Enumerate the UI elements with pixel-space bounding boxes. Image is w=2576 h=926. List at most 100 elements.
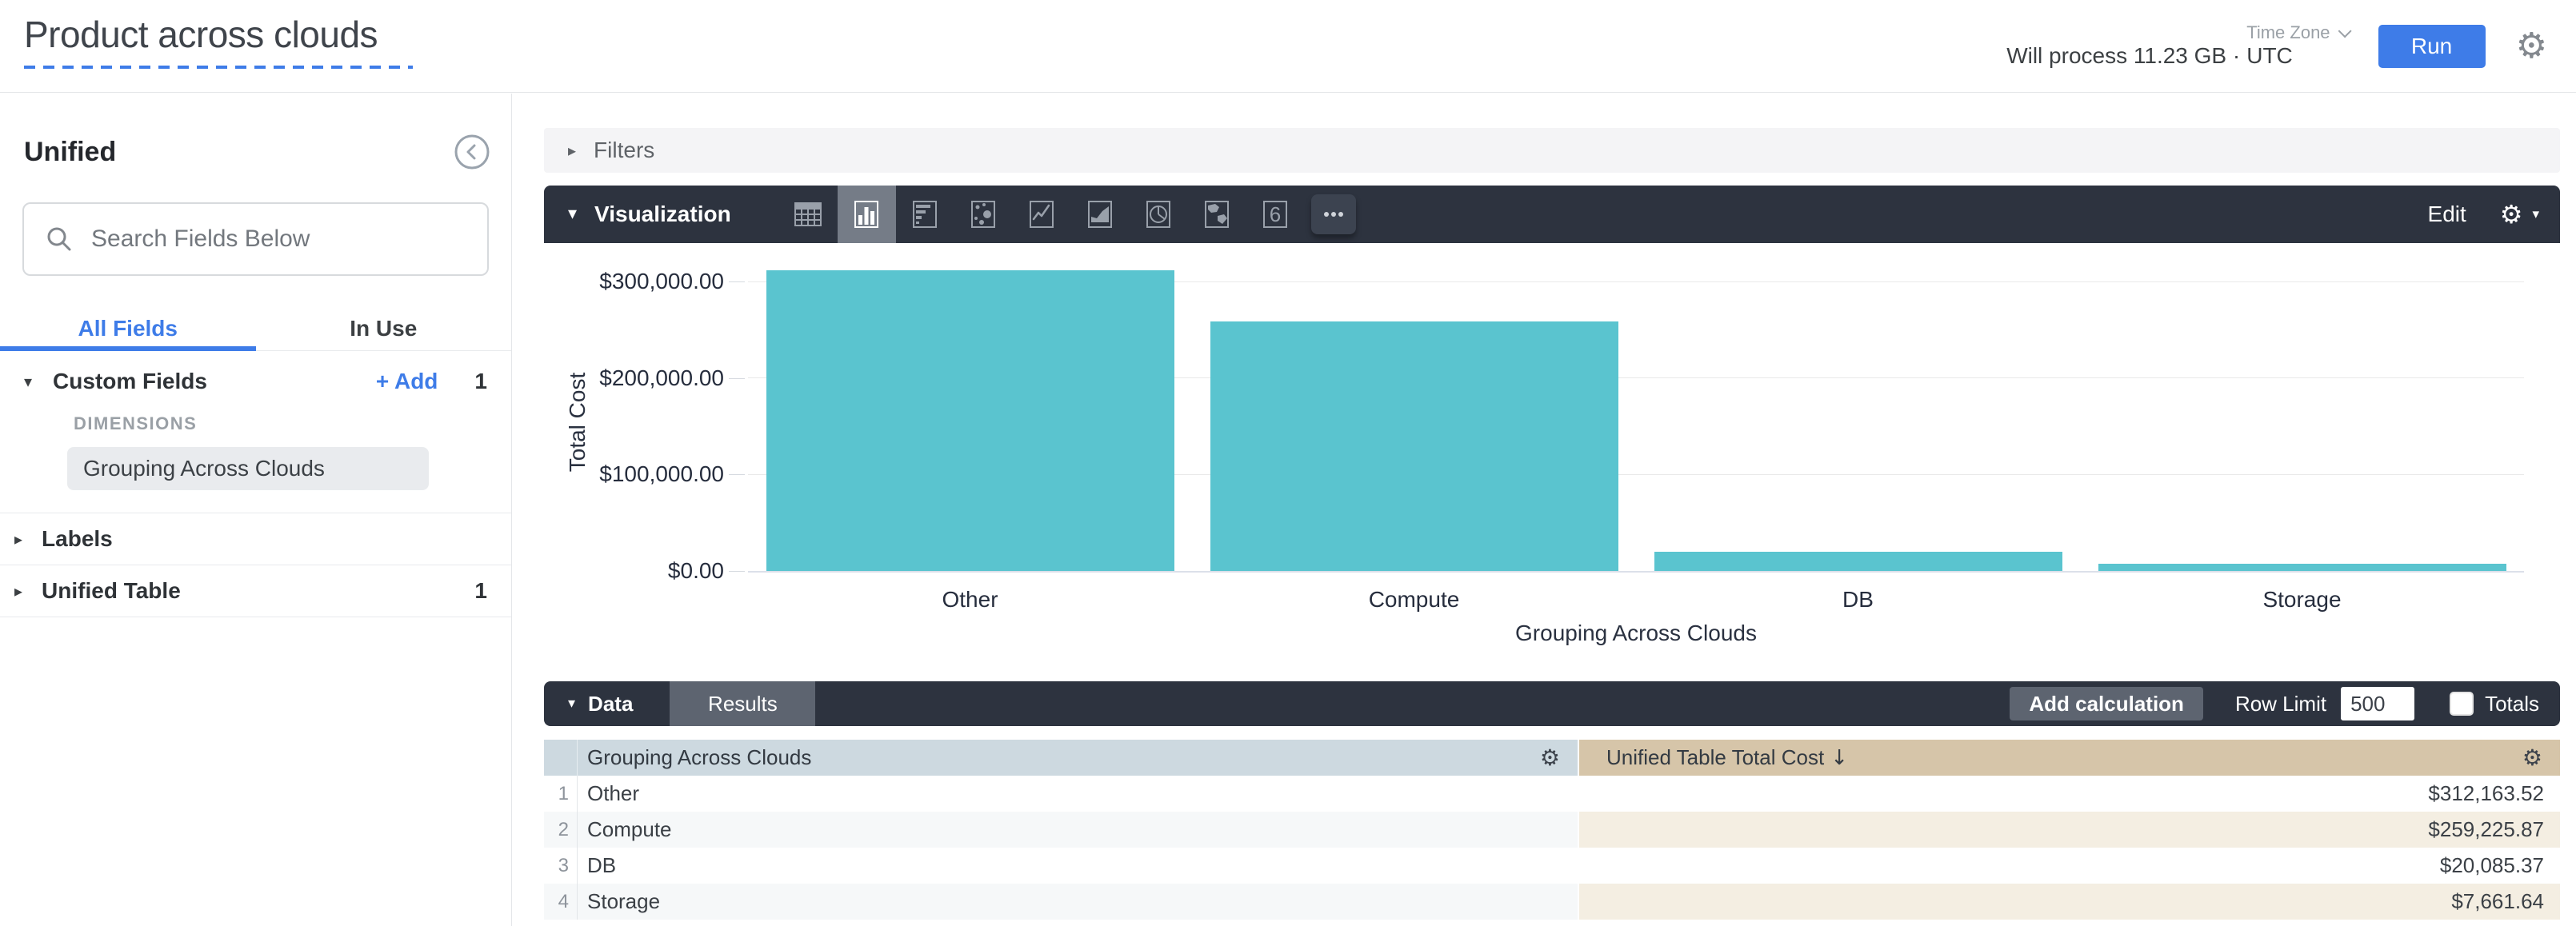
y-tick-mark	[729, 474, 745, 476]
field-search-box	[22, 202, 489, 276]
bar-storage[interactable]	[2098, 563, 2506, 571]
run-button[interactable]: Run	[2378, 25, 2486, 68]
cell-dimension[interactable]: Storage	[587, 889, 661, 913]
y-tick-mark	[729, 377, 745, 379]
active-tab-indicator	[0, 346, 256, 351]
row-limit-input[interactable]	[2341, 687, 2415, 720]
dimension-column-gear-icon[interactable]: ⚙	[1539, 744, 1560, 771]
field-search-input[interactable]	[91, 226, 466, 253]
caret-down-icon: ▾	[24, 372, 33, 391]
gridline	[748, 473, 2524, 475]
tab-results[interactable]: Results	[670, 681, 816, 726]
table-row: 1 Other $312,163.52	[544, 776, 2560, 812]
row-number: 4	[544, 884, 578, 920]
y-tick-mark	[729, 571, 745, 572]
visualization-toolbar: ▾ Visualization 6 Edit ⚙ ▾	[544, 186, 2560, 243]
viz-settings-gear-icon[interactable]: ⚙	[2499, 199, 2523, 230]
viz-type-column-chart-icon[interactable]	[837, 186, 896, 243]
row-number: 2	[544, 812, 578, 848]
labels-section-header[interactable]: ▸ Labels	[0, 513, 511, 565]
add-calculation-button[interactable]: Add calculation	[2010, 687, 2203, 720]
data-section-toggle[interactable]: ▾ Data	[544, 681, 670, 726]
table-row: 2 Compute $259,225.87	[544, 812, 2560, 848]
visualization-label: Visualization	[594, 202, 731, 226]
cell-measure[interactable]: $20,085.37	[1578, 848, 2560, 884]
totals-checkbox[interactable]	[2450, 692, 2474, 716]
collapse-panel-button[interactable]	[454, 134, 490, 170]
query-settings-gear-icon[interactable]: ⚙	[2515, 26, 2547, 66]
page-title: Product across clouds	[24, 14, 378, 55]
results-table-header: Grouping Across Clouds ⚙ Unified Table T…	[544, 740, 2560, 776]
column-header-total-cost[interactable]: Unified Table Total Cost ↓ ⚙	[1578, 740, 2560, 776]
caret-down-icon[interactable]: ▾	[2532, 206, 2539, 222]
timezone-label: Time Zone	[2246, 22, 2330, 42]
add-custom-field-button[interactable]: + Add	[375, 369, 438, 393]
field-picker-sidebar: Unified All Fields In Use ▾ Custom Field…	[0, 94, 512, 926]
bar-chart: Total Cost Grouping Across Clouds $0.00 $…	[544, 243, 2560, 676]
filters-label: Filters	[594, 138, 655, 162]
row-number: 1	[544, 776, 578, 812]
process-size-text: Will process 11.23 GB ·	[2006, 43, 2241, 68]
measure-column-gear-icon[interactable]: ⚙	[2522, 744, 2542, 771]
viz-type-area-chart-icon[interactable]	[1071, 186, 1130, 243]
sort-descending-icon: ↓	[1830, 745, 1848, 770]
row-number: 3	[544, 848, 578, 884]
explore-view-name: Unified	[24, 136, 117, 167]
row-number-column-header	[544, 740, 578, 776]
viz-type-single-value-icon[interactable]: 6	[1246, 186, 1305, 243]
results-table: Grouping Across Clouds ⚙ Unified Table T…	[544, 740, 2560, 920]
viz-type-more-viz-types-icon[interactable]	[1305, 186, 1363, 243]
tab-in-use[interactable]: In Use	[350, 315, 418, 341]
gridline	[748, 281, 2524, 282]
x-category-label: Other	[942, 587, 998, 612]
chevron-left-circle-icon	[454, 134, 490, 170]
viz-type-pie-chart-icon[interactable]	[1130, 186, 1188, 243]
field-item-grouping-across-clouds[interactable]: Grouping Across Clouds	[67, 447, 429, 490]
viz-type-scatter-plot-icon[interactable]	[954, 186, 1013, 243]
filters-section-header[interactable]: ▸ Filters	[544, 128, 2560, 173]
dimensions-group-label: DIMENSIONS	[74, 413, 198, 433]
bar-other[interactable]	[766, 269, 1174, 571]
viz-type-list: 6	[779, 186, 1363, 243]
cell-measure[interactable]: $259,225.87	[1578, 812, 2560, 848]
bar-db[interactable]	[1654, 551, 2062, 571]
unified-table-section-header[interactable]: ▸ Unified Table 1	[0, 565, 511, 617]
column-header-grouping-across-clouds[interactable]: Grouping Across Clouds ⚙	[544, 740, 1578, 776]
viz-edit-button[interactable]: Edit	[2427, 202, 2466, 226]
tab-all-fields[interactable]: All Fields	[78, 315, 178, 341]
top-header: Product across clouds Will process 11.23…	[0, 0, 2576, 93]
viz-type-table-icon[interactable]	[779, 186, 838, 243]
cell-dimension[interactable]: Compute	[587, 817, 672, 841]
cell-dimension[interactable]: Other	[587, 781, 640, 805]
svg-text:6: 6	[1270, 202, 1281, 226]
query-process-info: Will process 11.23 GB · Time Zone UTC	[2006, 22, 2352, 70]
measure-column-label: Unified Table Total Cost	[1606, 745, 1825, 769]
y-tick-label: $200,000.00	[599, 365, 724, 390]
y-tick-label: $100,000.00	[599, 461, 724, 487]
viz-type-map-icon[interactable]	[1188, 186, 1246, 243]
y-tick-mark	[729, 281, 745, 283]
bar-compute[interactable]	[1210, 321, 1618, 571]
viz-type-line-chart-icon[interactable]	[1013, 186, 1071, 243]
title-dashed-underline	[24, 66, 414, 69]
table-row: 3 DB $20,085.37	[544, 848, 2560, 884]
y-tick-label: $300,000.00	[599, 269, 724, 294]
timezone-value: UTC	[2246, 43, 2293, 68]
viz-type-bar-chart-icon[interactable]	[896, 186, 954, 243]
unified-table-section-label: Unified Table	[42, 578, 181, 603]
x-category-label: Storage	[2262, 587, 2342, 612]
caret-down-icon[interactable]: ▾	[568, 204, 578, 224]
totals-label: Totals	[2485, 691, 2539, 716]
cell-measure[interactable]: $7,661.64	[1578, 884, 2560, 920]
gridline	[748, 571, 2524, 573]
unified-table-count: 1	[474, 578, 487, 603]
cell-measure[interactable]: $312,163.52	[1578, 776, 2560, 812]
timezone-selector[interactable]: Time Zone	[2246, 22, 2352, 43]
caret-right-icon: ▸	[568, 141, 577, 160]
page-title-wrap[interactable]: Product across clouds	[24, 13, 414, 69]
cell-dimension[interactable]: DB	[587, 853, 617, 877]
field-tabs: All Fields In Use	[0, 306, 511, 351]
caret-right-icon: ▸	[14, 529, 23, 549]
data-label: Data	[588, 691, 634, 716]
custom-fields-section-header[interactable]: ▾ Custom Fields + Add 1	[0, 357, 511, 405]
